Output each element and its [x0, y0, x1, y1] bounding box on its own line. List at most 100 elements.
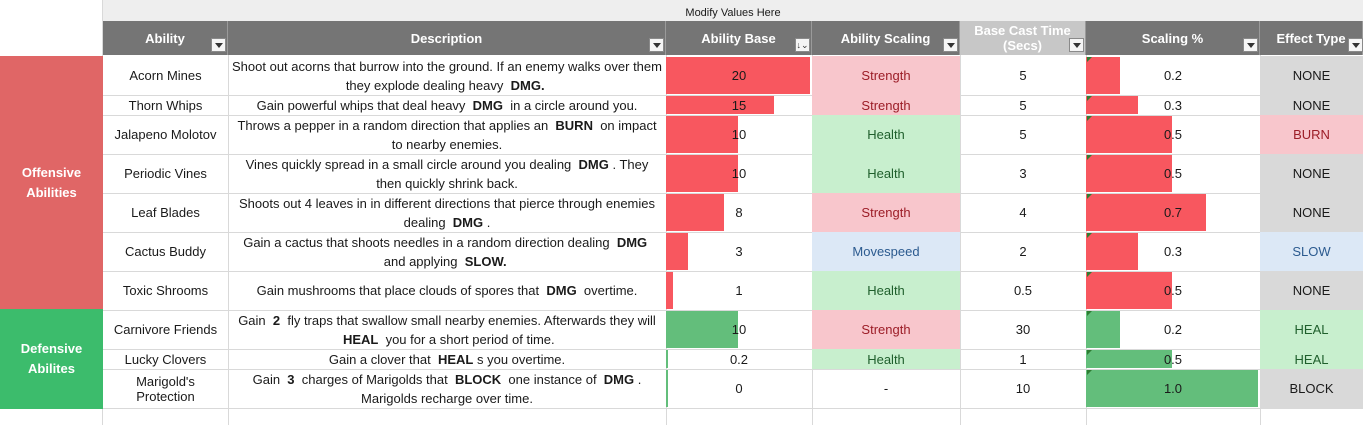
- group-offensive-label: Offensive Abilities: [21, 164, 82, 200]
- table-row: Cactus Buddy Gain a cactus that shoots ne…: [103, 232, 1363, 272]
- header-ability-base[interactable]: Ability Base ↓⌄: [666, 21, 812, 55]
- cell-ability-name[interactable]: Cactus Buddy: [103, 232, 228, 271]
- cell-description[interactable]: Gain mushrooms that place clouds of spor…: [228, 271, 666, 310]
- cell-description[interactable]: Gain a cactus that shoots needles in a r…: [228, 232, 666, 271]
- cell-effect-type-value: BLOCK: [1289, 381, 1334, 396]
- cell-effect-type[interactable]: BURN: [1260, 115, 1363, 154]
- header-ability[interactable]: Ability: [103, 21, 228, 55]
- cell-effect-type[interactable]: NONE: [1260, 56, 1363, 95]
- cell-effect-type[interactable]: NONE: [1260, 271, 1363, 310]
- cell-description[interactable]: Gain powerful whips that deal heavy DMG …: [228, 95, 666, 115]
- cell-ability-name[interactable]: Leaf Blades: [103, 193, 228, 232]
- cell-effect-type[interactable]: HEAL: [1260, 349, 1363, 369]
- cell-scaling-percent[interactable]: 0.5: [1086, 115, 1260, 154]
- cell-description[interactable]: Gain a clover that HEAL s you overtime.: [228, 349, 666, 369]
- cell-ability-base[interactable]: 15: [666, 95, 812, 115]
- ability-base-databar: [666, 96, 774, 114]
- cell-scaling-percent[interactable]: 0.5: [1086, 349, 1260, 369]
- cell-effect-type[interactable]: SLOW: [1260, 232, 1363, 271]
- cell-ability-base[interactable]: 10: [666, 154, 812, 193]
- cell-cast-time-value: 2: [1019, 244, 1027, 259]
- cell-ability-scaling[interactable]: Health: [812, 271, 960, 310]
- cell-ability-name[interactable]: Carnivore Friends: [103, 310, 228, 349]
- filter-dropdown-icon[interactable]: [1069, 38, 1084, 52]
- cell-scaling-percent[interactable]: 0.3: [1086, 232, 1260, 271]
- cell-effect-type[interactable]: NONE: [1260, 95, 1363, 115]
- scaling-percent-databar: [1086, 96, 1138, 114]
- cell-cast-time[interactable]: 5: [960, 115, 1086, 154]
- cell-ability-scaling[interactable]: Strength: [812, 310, 960, 349]
- cell-effect-type-value: BURN: [1293, 127, 1330, 142]
- cell-ability-base[interactable]: 10: [666, 310, 812, 349]
- cell-effect-type[interactable]: BLOCK: [1260, 369, 1363, 408]
- cell-comment-flag-icon: [1087, 272, 1092, 277]
- header-scaling-percent[interactable]: Scaling %: [1086, 21, 1260, 55]
- cell-ability-scaling[interactable]: Health: [812, 115, 960, 154]
- cell-cast-time-value: 3: [1019, 166, 1027, 181]
- cell-cast-time[interactable]: 10: [960, 369, 1086, 408]
- filter-dropdown-icon[interactable]: [1243, 38, 1258, 52]
- cell-cast-time[interactable]: 2: [960, 232, 1086, 271]
- cell-ability-name[interactable]: Toxic Shrooms: [103, 271, 228, 310]
- cell-scaling-percent[interactable]: 0.2: [1086, 56, 1260, 95]
- cell-ability-base[interactable]: 10: [666, 115, 812, 154]
- cell-ability-scaling[interactable]: Strength: [812, 56, 960, 95]
- cell-ability-base[interactable]: 8: [666, 193, 812, 232]
- cell-ability-base[interactable]: 20: [666, 56, 812, 95]
- cell-ability-name[interactable]: Jalapeno Molotov: [103, 115, 228, 154]
- cell-ability-scaling[interactable]: Strength: [812, 95, 960, 115]
- cell-cast-time[interactable]: 3: [960, 154, 1086, 193]
- cell-scaling-percent[interactable]: 0.5: [1086, 271, 1260, 310]
- sort-descending-icon[interactable]: ↓⌄: [795, 38, 810, 52]
- cell-scaling-percent-value: 0.2: [1163, 68, 1183, 83]
- cell-cast-time[interactable]: 5: [960, 95, 1086, 115]
- cell-description[interactable]: Gain 2 fly traps that swallow small near…: [228, 310, 666, 349]
- cell-ability-name[interactable]: Thorn Whips: [103, 95, 228, 115]
- cell-cast-time[interactable]: 1: [960, 349, 1086, 369]
- cell-comment-flag-icon: [1087, 96, 1092, 101]
- cell-description[interactable]: Shoot out acorns that burrow into the gr…: [228, 56, 666, 95]
- header-cast-time[interactable]: Base Cast Time (Secs): [960, 21, 1086, 55]
- cell-description[interactable]: Throws a pepper in a random direction th…: [228, 115, 666, 154]
- filter-dropdown-icon[interactable]: [211, 38, 226, 52]
- cell-cast-time[interactable]: 4: [960, 193, 1086, 232]
- cell-ability-name[interactable]: Acorn Mines: [103, 56, 228, 95]
- cell-ability-base[interactable]: 0: [666, 369, 812, 408]
- cell-effect-type[interactable]: NONE: [1260, 154, 1363, 193]
- cell-ability-scaling[interactable]: Movespeed: [812, 232, 960, 271]
- cell-ability-scaling[interactable]: Health: [812, 154, 960, 193]
- header-effect-type[interactable]: Effect Type: [1260, 21, 1363, 55]
- cell-description[interactable]: Shoots out 4 leaves in in different dire…: [228, 193, 666, 232]
- cell-ability-base[interactable]: 1: [666, 271, 812, 310]
- cell-ability-name[interactable]: Marigold's Protection: [103, 369, 228, 408]
- cell-ability-scaling[interactable]: Strength: [812, 193, 960, 232]
- cell-effect-type-value: NONE: [1292, 68, 1331, 83]
- cell-ability-base[interactable]: 0.2: [666, 349, 812, 369]
- header-description[interactable]: Description: [228, 21, 666, 55]
- cell-scaling-percent[interactable]: 0.2: [1086, 310, 1260, 349]
- cell-cast-time[interactable]: 5: [960, 56, 1086, 95]
- cell-description[interactable]: Vines quickly spread in a small circle a…: [228, 154, 666, 193]
- filter-dropdown-icon[interactable]: [1348, 38, 1363, 52]
- filter-dropdown-icon[interactable]: [943, 38, 958, 52]
- header-ability-scaling[interactable]: Ability Scaling: [812, 21, 960, 55]
- cell-effect-type[interactable]: HEAL: [1260, 310, 1363, 349]
- cell-scaling-percent[interactable]: 0.7: [1086, 193, 1260, 232]
- cell-effect-type[interactable]: NONE: [1260, 193, 1363, 232]
- cell-scaling-percent[interactable]: 0.3: [1086, 95, 1260, 115]
- cell-cast-time[interactable]: 30: [960, 310, 1086, 349]
- cell-ability-name-value: Acorn Mines: [129, 68, 202, 83]
- cell-scaling-percent-value: 0.5: [1163, 351, 1183, 367]
- cell-scaling-percent[interactable]: 0.5: [1086, 154, 1260, 193]
- filter-dropdown-icon[interactable]: [649, 38, 664, 52]
- cell-ability-scaling[interactable]: -: [812, 369, 960, 408]
- cell-scaling-percent[interactable]: 1.0: [1086, 369, 1260, 408]
- cell-cast-time-value: 1: [1019, 351, 1027, 367]
- cell-ability-base[interactable]: 3: [666, 232, 812, 271]
- cell-ability-scaling[interactable]: Health: [812, 349, 960, 369]
- cell-cast-time[interactable]: 0.5: [960, 271, 1086, 310]
- cell-ability-name[interactable]: Lucky Clovers: [103, 349, 228, 369]
- cell-description[interactable]: Gain 3 charges of Marigolds that BLOCK o…: [228, 369, 666, 408]
- cell-ability-name[interactable]: Periodic Vines: [103, 154, 228, 193]
- cell-scaling-percent-value: 0.3: [1163, 244, 1183, 259]
